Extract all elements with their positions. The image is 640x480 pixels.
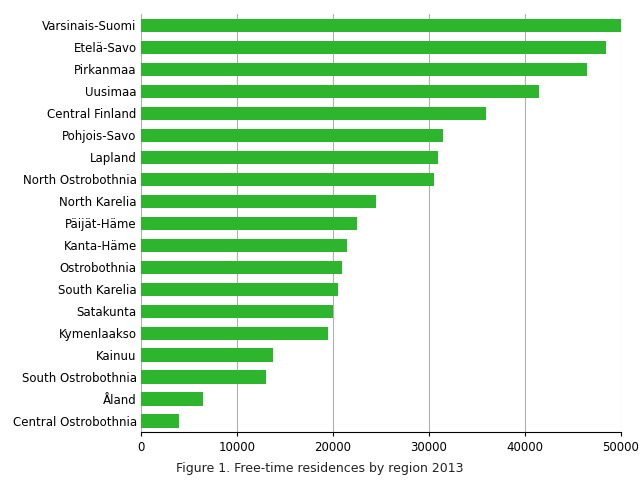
Bar xyxy=(141,19,621,32)
Bar xyxy=(141,41,607,54)
Bar xyxy=(141,326,328,340)
Bar xyxy=(141,216,357,230)
Bar xyxy=(141,414,179,428)
Bar xyxy=(141,107,486,120)
Bar xyxy=(141,151,438,164)
Bar xyxy=(141,348,273,361)
Bar xyxy=(141,393,204,406)
Bar xyxy=(141,371,266,384)
Text: Figure 1. Free-time residences by region 2013: Figure 1. Free-time residences by region… xyxy=(176,462,464,475)
Bar xyxy=(141,283,338,296)
Bar xyxy=(141,129,443,142)
Bar xyxy=(141,194,376,208)
Bar xyxy=(141,173,434,186)
Bar xyxy=(141,63,588,76)
Bar xyxy=(141,85,540,98)
Bar xyxy=(141,304,333,318)
Bar xyxy=(141,261,342,274)
Bar xyxy=(141,239,347,252)
